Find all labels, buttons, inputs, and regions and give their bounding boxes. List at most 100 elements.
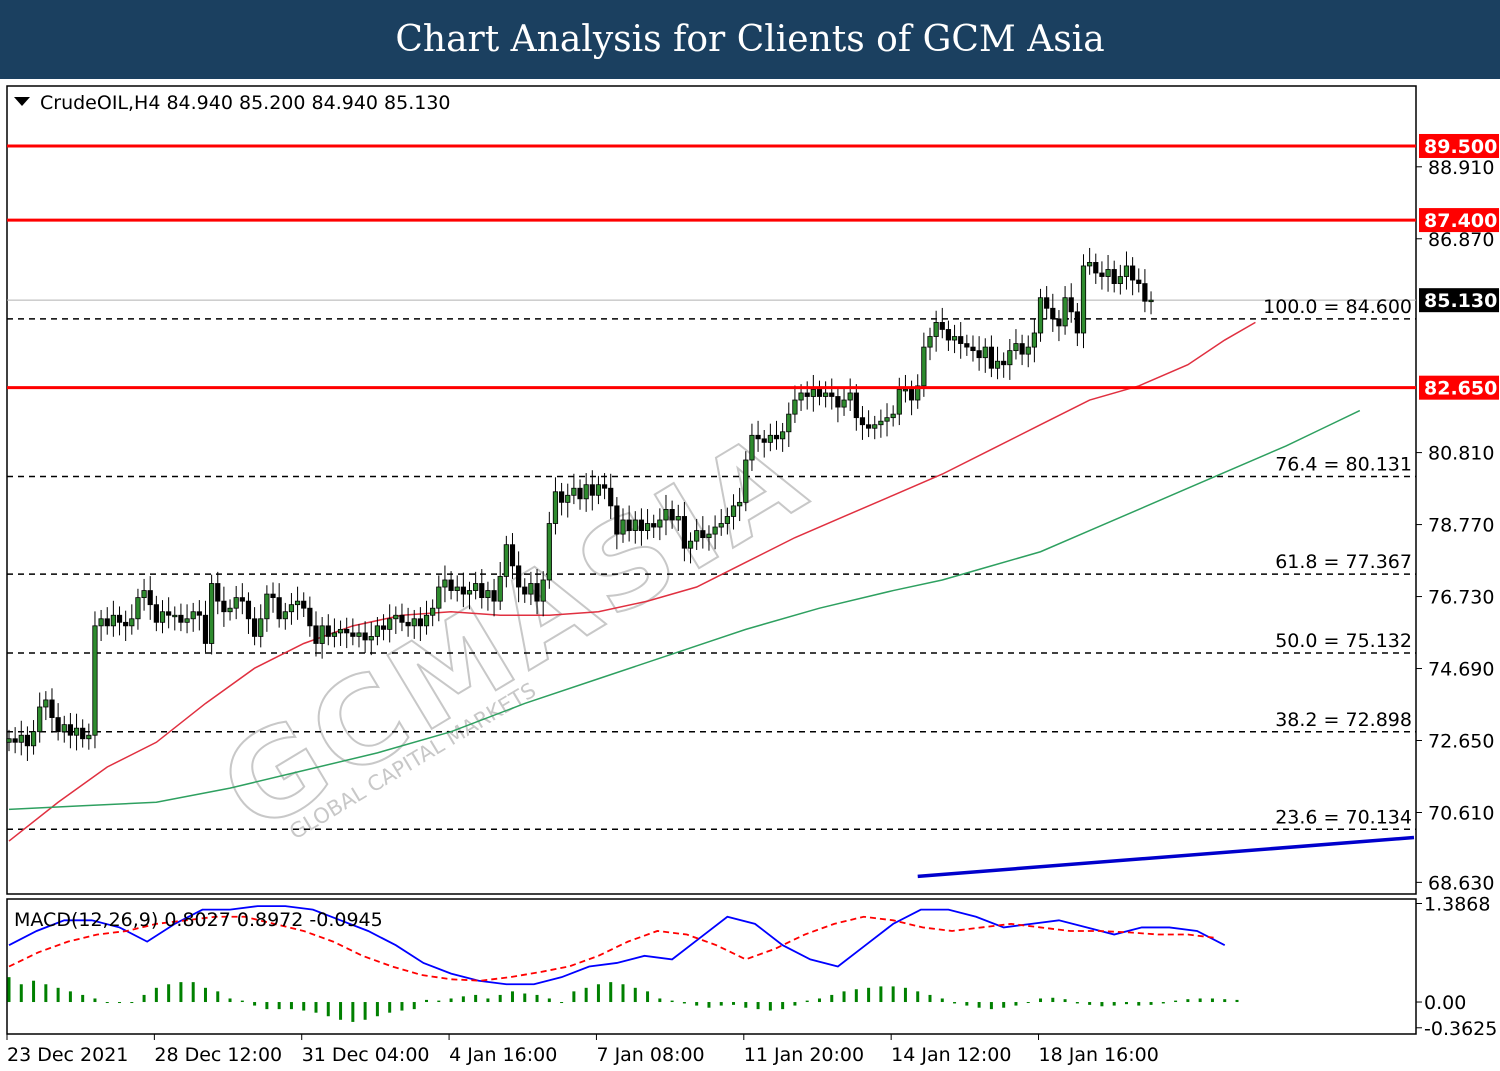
candle-body	[135, 597, 141, 620]
candle-body	[380, 625, 387, 630]
candle-body	[399, 614, 405, 623]
macd-tick-label: 0.00	[1424, 992, 1466, 1014]
candle-body	[1105, 269, 1111, 277]
candle-body	[872, 424, 878, 429]
macd-histogram-bar	[707, 1002, 711, 1008]
candle-body	[184, 618, 190, 623]
macd-histogram-bar	[719, 1002, 723, 1006]
macd-histogram-bar	[130, 1002, 134, 1004]
macd-histogram-bar	[879, 986, 883, 1003]
fast-moving-average-line	[8, 321, 1256, 842]
candle-body	[896, 389, 902, 415]
symbol-dropdown-icon[interactable]	[14, 97, 30, 106]
candle-body	[190, 611, 196, 620]
candle-body	[153, 604, 159, 623]
candle-body	[509, 544, 516, 567]
candle-body	[491, 590, 497, 602]
candle-body	[1013, 343, 1019, 352]
macd-histogram-bar	[265, 1002, 269, 1010]
price-tick-label: 70.610	[1428, 802, 1494, 824]
candle-body	[356, 632, 362, 637]
macd-histogram-bar	[1161, 1002, 1165, 1004]
macd-histogram-bar	[1198, 998, 1202, 1003]
macd-histogram-bar	[19, 984, 23, 1003]
macd-histogram-bar	[928, 994, 932, 1003]
macd-histogram-bar	[32, 980, 36, 1003]
candle-body	[73, 727, 80, 736]
macd-histogram-bar	[339, 1002, 343, 1020]
candle-body	[1062, 297, 1068, 327]
candle-body	[780, 431, 786, 440]
macd-histogram-bar	[216, 991, 220, 1003]
macd-histogram-bar	[1210, 998, 1214, 1003]
candle-body	[436, 586, 442, 609]
candle-body	[294, 600, 301, 606]
candlesticks	[6, 247, 1154, 761]
macd-histogram-bar	[1039, 998, 1043, 1003]
candle-body	[841, 399, 847, 408]
candle-body	[988, 346, 995, 369]
candle-body	[589, 484, 595, 496]
candle-body	[129, 618, 135, 627]
macd-histogram-bar	[817, 998, 821, 1003]
level-tag	[1419, 133, 1499, 158]
candle-body	[387, 618, 393, 630]
macd-histogram-bar	[154, 987, 158, 1003]
fibonacci-levels: 100.0 = 84.600 76.4 = 80.131 61.8 = 77.367…	[7, 296, 1416, 831]
candle-body	[411, 618, 417, 627]
price-tick-label: 68.630	[1428, 872, 1494, 894]
candle-body	[454, 586, 460, 591]
candle-body	[417, 618, 423, 627]
candle-body	[878, 420, 884, 426]
macd-info-label: MACD(12,26,9) 0.8027 0.8972 -0.0945	[14, 909, 383, 931]
candle-body	[559, 491, 565, 503]
macd-histogram-bar	[1014, 1002, 1018, 1006]
level-tag	[1419, 375, 1499, 400]
candle-body	[430, 607, 436, 616]
time-tick-label: 14 Jan 12:00	[891, 1044, 1011, 1066]
candle-body	[1148, 299, 1154, 303]
candle-body	[761, 438, 767, 443]
candle-body	[80, 727, 86, 740]
candle-body	[577, 487, 583, 500]
price-tick-label: 80.810	[1428, 443, 1494, 465]
candle-body	[325, 625, 331, 637]
candle-body	[669, 509, 675, 521]
candle-body	[565, 494, 571, 503]
macd-histogram-bar	[940, 998, 944, 1003]
candle-body	[1056, 318, 1062, 327]
macd-histogram-bar	[523, 993, 527, 1003]
candle-body	[442, 579, 448, 588]
candle-body	[546, 523, 552, 581]
candle-body	[681, 516, 688, 549]
candle-body	[534, 583, 540, 602]
candle-body	[675, 516, 681, 521]
fib-level-label: 76.4 = 80.131	[1275, 454, 1412, 476]
macd-histogram-bar	[1051, 997, 1055, 1003]
candle-body	[1117, 276, 1123, 284]
candle-body	[939, 322, 945, 330]
candle-body	[344, 628, 350, 634]
candle-body	[202, 614, 209, 644]
macd-histogram-bar	[1112, 1002, 1116, 1006]
candle-body	[749, 434, 755, 461]
candle-body	[473, 583, 479, 591]
candle-body	[663, 509, 669, 521]
candle-body	[810, 389, 816, 397]
time-tick-label: 11 Jan 20:00	[744, 1044, 864, 1066]
candle-body	[123, 621, 129, 627]
candle-body	[540, 579, 546, 602]
macd-histogram-bar	[510, 991, 514, 1003]
time-tick-label: 18 Jan 16:00	[1039, 1044, 1159, 1066]
macd-tick-label: -0.3625	[1424, 1018, 1497, 1040]
macd-histogram-bar	[621, 984, 625, 1003]
candle-body	[829, 392, 835, 397]
candle-body	[270, 593, 276, 599]
candle-body	[1074, 311, 1080, 334]
candle-body	[264, 593, 270, 620]
candle-body	[245, 600, 252, 620]
candle-body	[1130, 265, 1136, 281]
candle-body	[368, 636, 374, 641]
candle-body	[706, 533, 712, 539]
macd-histogram-bar	[1137, 1002, 1141, 1006]
